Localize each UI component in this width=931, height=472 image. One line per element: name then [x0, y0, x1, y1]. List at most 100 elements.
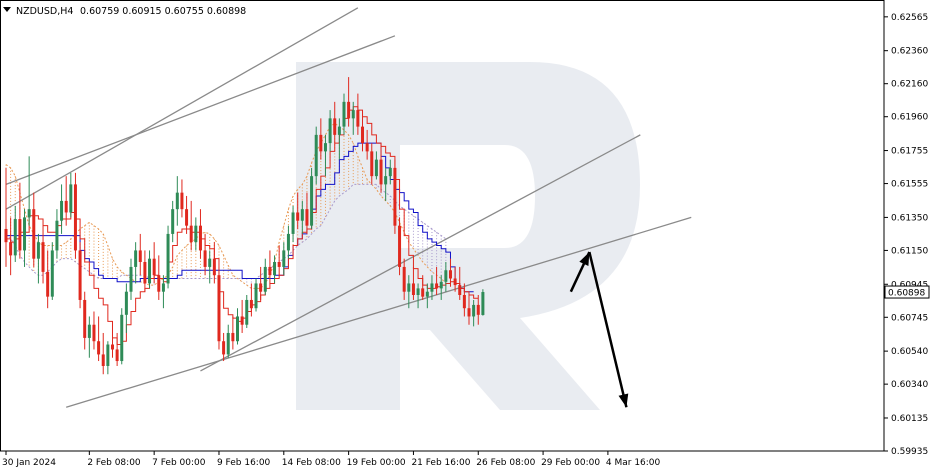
candle-body: [337, 126, 341, 135]
price-tick-label: 0.60745: [891, 313, 928, 323]
candle-body: [110, 344, 114, 350]
candle-body: [198, 225, 202, 251]
candle-body: [472, 304, 476, 317]
candle-body: [314, 134, 318, 177]
price-tick-label: 0.60135: [891, 414, 928, 424]
candle-body: [411, 283, 415, 295]
price-tick-label: 0.61350: [891, 213, 928, 223]
candle-body: [273, 261, 277, 276]
trendlines: [5, 7, 692, 408]
candle-body: [226, 332, 230, 355]
symbol-label: NZDUSD,H4: [16, 6, 73, 17]
candle-body: [185, 209, 189, 226]
candle-body: [83, 299, 87, 338]
candle-body: [41, 242, 45, 272]
price-tick-label: 0.62160: [891, 80, 928, 90]
candle-body: [46, 271, 50, 297]
time-tick-label: 26 Feb 08:00: [476, 458, 535, 468]
candle-body: [157, 275, 161, 292]
symbol-dropdown-icon[interactable]: [3, 7, 11, 12]
time-tick-label: 14 Feb 08:00: [282, 458, 341, 468]
price-tick-label: 0.61150: [891, 246, 928, 256]
candle-body: [129, 266, 133, 292]
candle-body: [310, 176, 314, 226]
price-tick-label: 0.60945: [891, 280, 928, 290]
candle-body: [393, 167, 397, 226]
candle-body: [365, 143, 369, 152]
price-axis[interactable]: 0.62565 0.62360 0.62160 0.61960 0.61755 0.615…: [884, 13, 930, 457]
candle-body: [291, 212, 295, 234]
time-tick-label: 4 Mar 16:00: [606, 458, 661, 468]
candle-body: [180, 192, 184, 210]
candle-body: [27, 209, 31, 218]
plot-border: [0, 0, 885, 452]
time-axis[interactable]: 30 Jan 2024 2 Feb 08:00 7 Feb 00:00 9 Feb 1…: [2, 451, 661, 468]
candle-body: [23, 217, 27, 251]
candle-body: [189, 225, 193, 243]
candle-body: [481, 292, 485, 315]
price-tick-label: 0.62360: [891, 47, 928, 57]
price-tick-label: 0.62565: [891, 13, 928, 23]
price-tick-label: 0.60340: [891, 380, 928, 390]
candle-body: [398, 225, 402, 267]
candle-body: [379, 159, 383, 185]
candle-body: [305, 209, 309, 226]
candle-body: [171, 209, 175, 234]
candle-body: [217, 275, 221, 342]
price-tick-label: 0.59935: [891, 447, 928, 457]
candle-body: [254, 283, 258, 309]
time-tick-label: 2 Feb 08:00: [87, 458, 141, 468]
candle-body: [36, 242, 40, 259]
candle-body: [435, 283, 439, 289]
candle-body: [97, 341, 101, 355]
time-tick-label: 21 Feb 16:00: [411, 458, 470, 468]
candle-body: [222, 341, 226, 355]
candle-body: [64, 200, 68, 213]
candle-body: [402, 266, 406, 292]
candle-body: [78, 250, 82, 300]
candle-body: [444, 270, 448, 282]
trendline: [5, 35, 396, 186]
candle-body: [407, 283, 411, 292]
candle-body: [32, 209, 36, 259]
candle-body: [175, 192, 179, 210]
candle-body: [194, 225, 198, 243]
candle-body: [259, 283, 263, 292]
candle-body: [138, 250, 142, 262]
time-tick-label: 29 Feb 00:00: [541, 458, 600, 468]
candle-body: [263, 266, 267, 292]
candle-body: [13, 219, 17, 256]
candle-body: [342, 101, 346, 127]
candle-body: [18, 219, 22, 251]
candle-body: [92, 324, 96, 342]
candle-body: [416, 288, 420, 295]
candle-body: [231, 332, 235, 342]
current-price-label: 0.60898: [888, 289, 925, 299]
price-tick-label: 0.60540: [891, 347, 928, 357]
candle-body: [268, 266, 272, 276]
candle-body: [115, 349, 119, 362]
trendline: [200, 134, 641, 372]
candle-body: [208, 258, 212, 267]
chart-header: NZDUSD,H4 0.60759 0.60915 0.60755 0.6089…: [3, 6, 246, 17]
forecast-arrow-shaft: [588, 251, 628, 408]
candle-body: [50, 250, 54, 297]
candle-body: [476, 304, 480, 315]
candle-body: [152, 258, 156, 276]
trendline: [5, 7, 359, 210]
senkou-span-a: [5, 122, 447, 289]
time-tick-label: 19 Feb 00:00: [347, 458, 406, 468]
candle-body: [120, 314, 124, 362]
time-tick-label: 30 Jan 2024: [2, 458, 56, 468]
candle-body: [212, 258, 216, 276]
candle-body: [356, 110, 360, 127]
time-tick-label: 9 Feb 16:00: [217, 458, 271, 468]
candlesticks: [4, 77, 485, 375]
candle-body: [439, 281, 443, 289]
candle-body: [282, 250, 286, 267]
candle-body: [277, 261, 281, 267]
watermark-logo: [296, 62, 640, 410]
price-tick-label: 0.61755: [891, 147, 928, 157]
candle-body: [430, 283, 434, 292]
